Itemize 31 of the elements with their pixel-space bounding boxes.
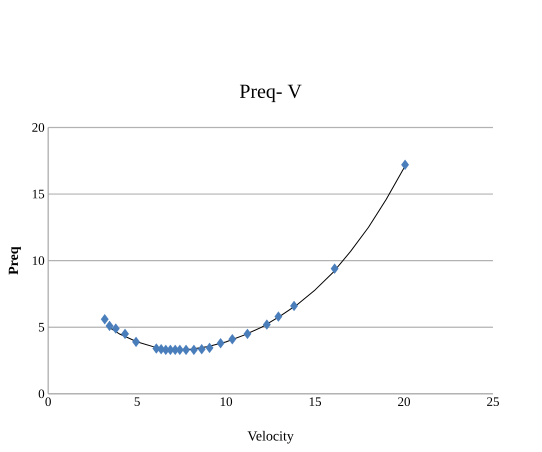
point xyxy=(190,344,198,356)
y-axis-title: Preq xyxy=(8,246,21,275)
x-axis-title: Velocity xyxy=(248,430,294,444)
point xyxy=(112,323,120,334)
point xyxy=(106,320,114,332)
point xyxy=(132,336,140,348)
point xyxy=(330,264,339,274)
y-tick-label: 10 xyxy=(32,256,44,266)
y-tick-label: 5 xyxy=(38,322,44,332)
x-tick-label: 10 xyxy=(220,397,232,406)
y-tick-label: 15 xyxy=(32,190,44,198)
x-tick-label: 20 xyxy=(398,397,410,406)
point xyxy=(262,319,271,330)
point xyxy=(182,344,190,356)
point xyxy=(244,328,252,340)
point xyxy=(228,334,236,344)
y-tick-label: 20 xyxy=(32,123,44,132)
point xyxy=(274,311,282,322)
point xyxy=(100,314,109,324)
x-tick-label: 5 xyxy=(134,397,140,406)
point xyxy=(401,160,410,170)
point xyxy=(290,300,298,312)
x-tick-label: 0 xyxy=(45,397,51,406)
point xyxy=(216,338,225,348)
chart-title: Preq- V xyxy=(240,84,302,102)
point xyxy=(198,344,206,354)
point xyxy=(121,328,129,340)
point xyxy=(206,342,214,354)
x-tick-label: 15 xyxy=(310,397,322,406)
y-tick-label: 0 xyxy=(38,389,44,398)
x-tick-label: 25 xyxy=(487,397,499,406)
